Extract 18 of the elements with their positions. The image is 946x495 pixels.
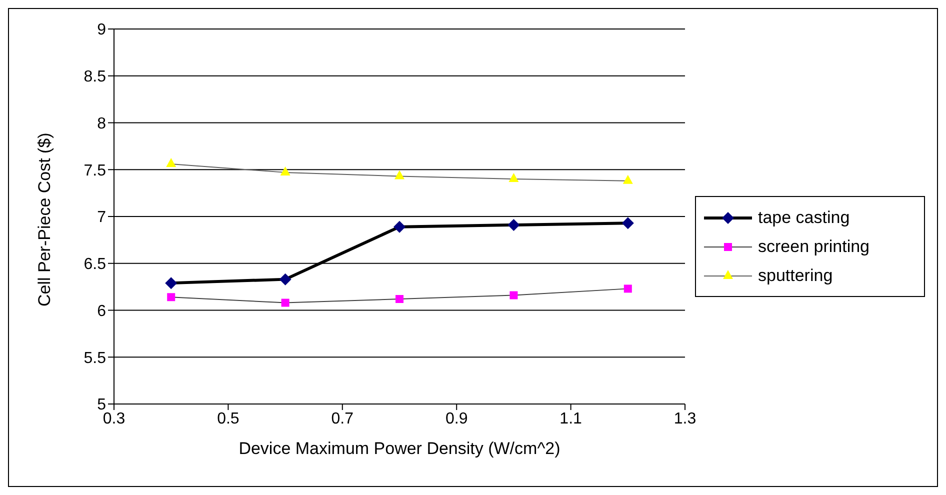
legend-label: sputtering: [758, 266, 833, 286]
y-tick-label: 8: [97, 115, 106, 132]
y-axis-title: Cell Per-Piece Cost ($): [35, 132, 54, 306]
x-tick-label: 1.1: [560, 410, 582, 428]
y-tick-label: 5.5: [84, 350, 106, 367]
x-tick-label: 1.3: [674, 410, 696, 428]
y-tick-label: 7: [97, 209, 106, 226]
y-tick-label: 6: [97, 302, 106, 320]
x-tick-label: 0.5: [217, 410, 240, 428]
x-axis-title: Device Maximum Power Density (W/cm^2): [238, 439, 560, 458]
y-tick-label: 6.5: [84, 256, 106, 274]
y-tick-label: 8.5: [84, 68, 106, 86]
x-tick-label: 0.7: [331, 410, 354, 428]
x-tick-label: 0.9: [445, 410, 468, 428]
legend-label: tape casting: [758, 208, 850, 228]
legend-label: screen printing: [758, 236, 870, 256]
y-tick-label: 9: [97, 22, 106, 39]
y-tick-label: 7.5: [84, 162, 106, 180]
